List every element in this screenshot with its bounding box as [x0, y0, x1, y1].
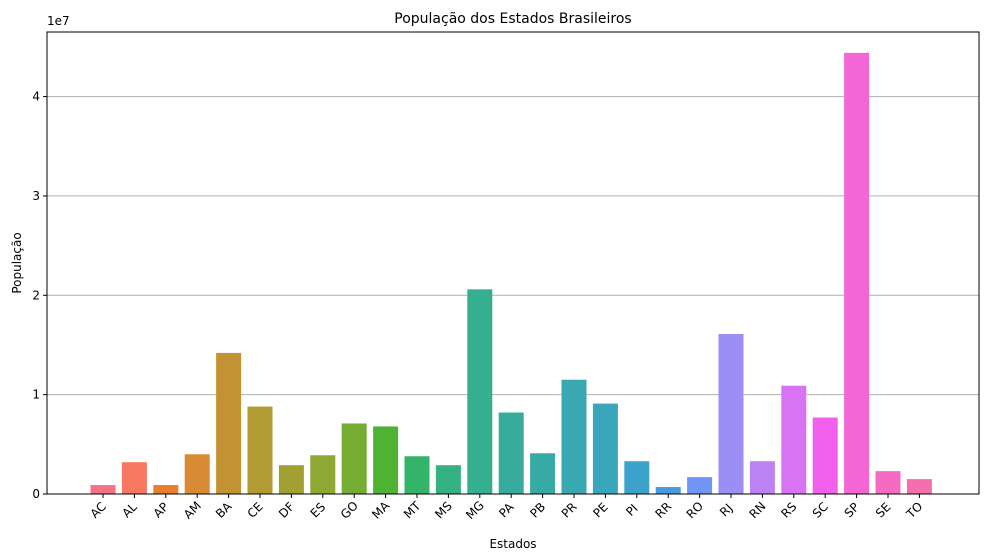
bar-to [906, 479, 932, 494]
bar-ap [153, 485, 179, 494]
bar-ce [247, 406, 273, 494]
y-tick-label: 0 [32, 487, 40, 501]
bar-es [310, 455, 336, 494]
bar-ro [687, 477, 713, 494]
bar-rj [718, 334, 744, 494]
grid-lines [47, 96, 979, 396]
bar-se [875, 471, 901, 494]
bars [90, 52, 932, 495]
bar-ma [373, 426, 399, 494]
y-axis-ticks: 0 1 2 3 4 [32, 90, 47, 501]
y-tick-label: 4 [32, 90, 40, 104]
bar-mt [404, 456, 430, 494]
bar-pi [624, 461, 650, 494]
bar-ms [435, 465, 461, 494]
bar-pa [498, 412, 524, 494]
y-tick-label: 2 [32, 288, 40, 302]
bar-ac [90, 485, 116, 494]
bar-ba [216, 352, 242, 494]
x-axis-title: Estados [489, 537, 536, 551]
bar-pe [592, 403, 618, 494]
bar-go [341, 423, 367, 494]
chart-title: População dos Estados Brasileiros [394, 11, 631, 27]
bar-rn [749, 461, 775, 494]
y-axis-title: População [10, 232, 24, 293]
bar-sc [812, 417, 838, 494]
bar-mg [467, 289, 493, 494]
bar-df [278, 465, 304, 494]
y-offset-label: 1e7 [47, 14, 70, 28]
bar-am [184, 454, 210, 494]
bar-pb [530, 453, 556, 494]
bar-rr [655, 487, 681, 494]
plot-frame [46, 31, 980, 495]
y-tick-label: 3 [32, 189, 40, 203]
bar-al [121, 462, 147, 494]
bar-pr [561, 379, 587, 494]
bar-rs [781, 385, 807, 494]
bar-sp [844, 52, 870, 495]
y-tick-label: 1 [32, 388, 40, 402]
